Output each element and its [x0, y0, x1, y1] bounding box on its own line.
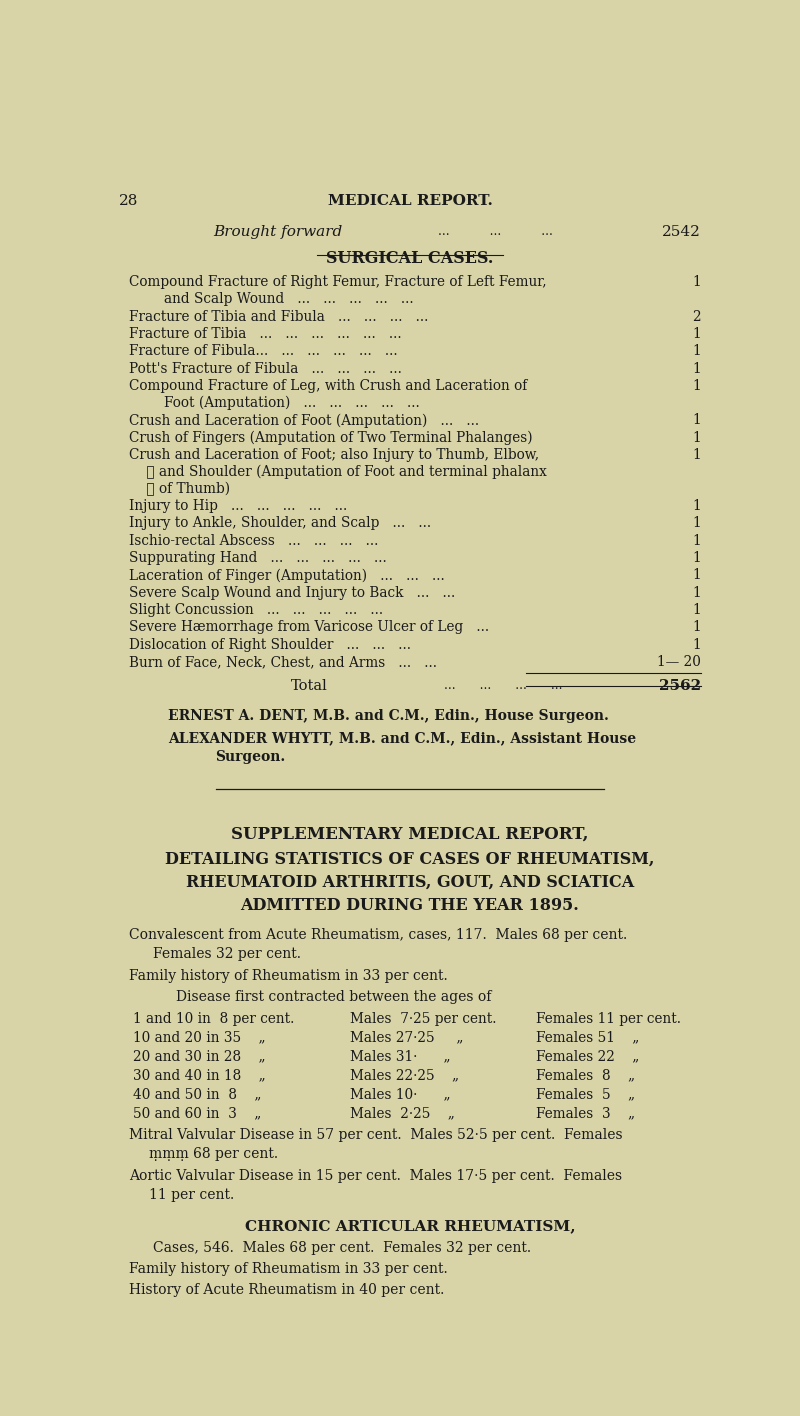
Text: 2: 2 [692, 310, 701, 324]
Text: Females  5    „: Females 5 „ [536, 1087, 635, 1102]
Text: 1: 1 [692, 517, 701, 531]
Text: Injury to Hip   ...   ...   ...   ...   ...: Injury to Hip ... ... ... ... ... [130, 498, 348, 513]
Text: History of Acute Rheumatism in 40 per cent.: History of Acute Rheumatism in 40 per ce… [130, 1283, 445, 1297]
Text: Burn of Face, Neck, Chest, and Arms   ...   ...: Burn of Face, Neck, Chest, and Arms ... … [130, 656, 438, 668]
Text: Total: Total [291, 678, 328, 692]
Text: Females  8    „: Females 8 „ [536, 1069, 635, 1082]
Text: 1: 1 [692, 344, 701, 358]
Text: Females 22    „: Females 22 „ [536, 1049, 640, 1063]
Text: 10 and 20 in 35    „: 10 and 20 in 35 „ [134, 1031, 266, 1045]
Text: DETAILING STATISTICS OF CASES OF RHEUMATISM,: DETAILING STATISTICS OF CASES OF RHEUMAT… [166, 851, 654, 868]
Text: Slight Concussion   ...   ...   ...   ...   ...: Slight Concussion ... ... ... ... ... [130, 603, 383, 617]
Text: 1: 1 [692, 620, 701, 634]
Text: Ischio-rectal Abscess   ...   ...   ...   ...: Ischio-rectal Abscess ... ... ... ... [130, 534, 379, 548]
Text: 1: 1 [692, 327, 701, 341]
Text: 2542: 2542 [662, 225, 701, 238]
Text: 2562: 2562 [658, 678, 701, 692]
Text: Fracture of Fibula...   ...   ...   ...   ...   ...: Fracture of Fibula... ... ... ... ... ..… [130, 344, 398, 358]
Text: ...      ...      ...      ...: ... ... ... ... [444, 678, 562, 691]
Text: Fracture of Tibia and Fibula   ...   ...   ...   ...: Fracture of Tibia and Fibula ... ... ...… [130, 310, 429, 324]
Text: Brought forward: Brought forward [214, 225, 343, 238]
Text: Crush and Laceration of Foot (Amputation)   ...   ...: Crush and Laceration of Foot (Amputation… [130, 413, 479, 428]
Text: 1: 1 [692, 551, 701, 565]
Text: 50 and 60 in  3    „: 50 and 60 in 3 „ [134, 1106, 262, 1120]
Text: Family history of Rheumatism in 33 per cent.: Family history of Rheumatism in 33 per c… [130, 1262, 448, 1276]
Text: 1: 1 [692, 447, 701, 462]
Text: Females  3    „: Females 3 „ [536, 1106, 635, 1120]
Text: Disease first contracted between the ages of: Disease first contracted between the age… [176, 990, 491, 1004]
Text: Severe Hæmorrhage from Varicose Ulcer of Leg   ...: Severe Hæmorrhage from Varicose Ulcer of… [130, 620, 490, 634]
Text: SUPPLEMENTARY MEDICAL REPORT,: SUPPLEMENTARY MEDICAL REPORT, [231, 826, 589, 843]
Text: ADMITTED DURING THE YEAR 1895.: ADMITTED DURING THE YEAR 1895. [241, 898, 579, 915]
Text: Males 10·      „: Males 10· „ [350, 1087, 451, 1102]
Text: CHRONIC ARTICULAR RHEUMATISM,: CHRONIC ARTICULAR RHEUMATISM, [245, 1219, 575, 1233]
Text: Mitral Valvular Disease in 57 per cent.  Males 52·5 per cent.  Females: Mitral Valvular Disease in 57 per cent. … [130, 1129, 623, 1143]
Text: 1: 1 [692, 603, 701, 617]
Text: Females 11 per cent.: Females 11 per cent. [536, 1012, 682, 1027]
Text: 1— 20: 1— 20 [657, 656, 701, 668]
Text: Females 32 per cent.: Females 32 per cent. [153, 947, 301, 961]
Text: 20 and 30 in 28    „: 20 and 30 in 28 „ [134, 1049, 266, 1063]
Text: Crush of Fingers (Amputation of Two Terminal Phalanges): Crush of Fingers (Amputation of Two Term… [130, 430, 533, 445]
Text: Crush and Laceration of Foot; also Injury to Thumb, Elbow,: Crush and Laceration of Foot; also Injur… [130, 447, 539, 462]
Text: 1: 1 [692, 275, 701, 289]
Text: Family history of Rheumatism in 33 per cent.: Family history of Rheumatism in 33 per c… [130, 969, 448, 983]
Text: 1: 1 [692, 430, 701, 445]
Text: ⌞ and Shoulder (Amputation of Foot and terminal phalanx: ⌞ and Shoulder (Amputation of Foot and t… [130, 464, 547, 479]
Text: RHEUMATOID ARTHRITIS, GOUT, AND SCIATICA: RHEUMATOID ARTHRITIS, GOUT, AND SCIATICA [186, 874, 634, 891]
Text: 1: 1 [692, 361, 701, 375]
Text: Pott's Fracture of Fibula   ...   ...   ...   ...: Pott's Fracture of Fibula ... ... ... ..… [130, 361, 402, 375]
Text: Aortic Valvular Disease in 15 per cent.  Males 17·5 per cent.  Females: Aortic Valvular Disease in 15 per cent. … [130, 1170, 622, 1182]
Text: Fracture of Tibia   ...   ...   ...   ...   ...   ...: Fracture of Tibia ... ... ... ... ... ..… [130, 327, 402, 341]
Text: Suppurating Hand   ...   ...   ...   ...   ...: Suppurating Hand ... ... ... ... ... [130, 551, 387, 565]
Text: Males  7·25 per cent.: Males 7·25 per cent. [350, 1012, 497, 1027]
Text: 11 per cent.: 11 per cent. [149, 1188, 234, 1202]
Text: 1: 1 [692, 586, 701, 600]
Text: Compound Fracture of Leg, with Crush and Laceration of: Compound Fracture of Leg, with Crush and… [130, 379, 528, 394]
Text: Compound Fracture of Right Femur, Fracture of Left Femur,: Compound Fracture of Right Femur, Fractu… [130, 275, 547, 289]
Text: 1: 1 [692, 498, 701, 513]
Text: 1: 1 [692, 534, 701, 548]
Text: 1: 1 [692, 413, 701, 428]
Text: Injury to Ankle, Shoulder, and Scalp   ...   ...: Injury to Ankle, Shoulder, and Scalp ...… [130, 517, 431, 531]
Text: Dislocation of Right Shoulder   ...   ...   ...: Dislocation of Right Shoulder ... ... ..… [130, 637, 411, 651]
Text: 1: 1 [692, 379, 701, 394]
Text: Surgeon.: Surgeon. [214, 750, 285, 765]
Text: Cases, 546.  Males 68 per cent.  Females 32 per cent.: Cases, 546. Males 68 per cent. Females 3… [153, 1242, 531, 1256]
Text: ⌟ of Thumb): ⌟ of Thumb) [130, 481, 230, 496]
Text: 1: 1 [692, 568, 701, 582]
Text: Males  2·25    „: Males 2·25 „ [350, 1106, 455, 1120]
Text: ...          ...          ...: ... ... ... [438, 225, 553, 238]
Text: MEDICAL REPORT.: MEDICAL REPORT. [327, 194, 493, 208]
Text: Severe Scalp Wound and Injury to Back   ...   ...: Severe Scalp Wound and Injury to Back ..… [130, 586, 456, 600]
Text: Foot (Amputation)   ...   ...   ...   ...   ...: Foot (Amputation) ... ... ... ... ... [130, 396, 420, 411]
Text: ṃṃṃ 68 per cent.: ṃṃṃ 68 per cent. [149, 1147, 278, 1161]
Text: and Scalp Wound   ...   ...   ...   ...   ...: and Scalp Wound ... ... ... ... ... [130, 292, 414, 306]
Text: Males 31·      „: Males 31· „ [350, 1049, 451, 1063]
Text: Females 51    „: Females 51 „ [536, 1031, 640, 1045]
Text: Laceration of Finger (Amputation)   ...   ...   ...: Laceration of Finger (Amputation) ... ..… [130, 568, 445, 583]
Text: Males 22·25    „: Males 22·25 „ [350, 1069, 459, 1082]
Text: 30 and 40 in 18    „: 30 and 40 in 18 „ [134, 1069, 266, 1082]
Text: ERNEST A. DENT, M.B. and C.M., Edin., House Surgeon.: ERNEST A. DENT, M.B. and C.M., Edin., Ho… [168, 709, 609, 724]
Text: 28: 28 [119, 194, 138, 208]
Text: 1: 1 [692, 637, 701, 651]
Text: 1 and 10 in  8 per cent.: 1 and 10 in 8 per cent. [134, 1012, 294, 1027]
Text: Convalescent from Acute Rheumatism, cases, 117.  Males 68 per cent.: Convalescent from Acute Rheumatism, case… [130, 927, 628, 942]
Text: SURGICAL CASES.: SURGICAL CASES. [326, 251, 494, 268]
Text: Males 27·25     „: Males 27·25 „ [350, 1031, 464, 1045]
Text: ALEXANDER WHYTT, M.B. and C.M., Edin., Assistant House: ALEXANDER WHYTT, M.B. and C.M., Edin., A… [168, 731, 636, 745]
Text: 40 and 50 in  8    „: 40 and 50 in 8 „ [134, 1087, 262, 1102]
